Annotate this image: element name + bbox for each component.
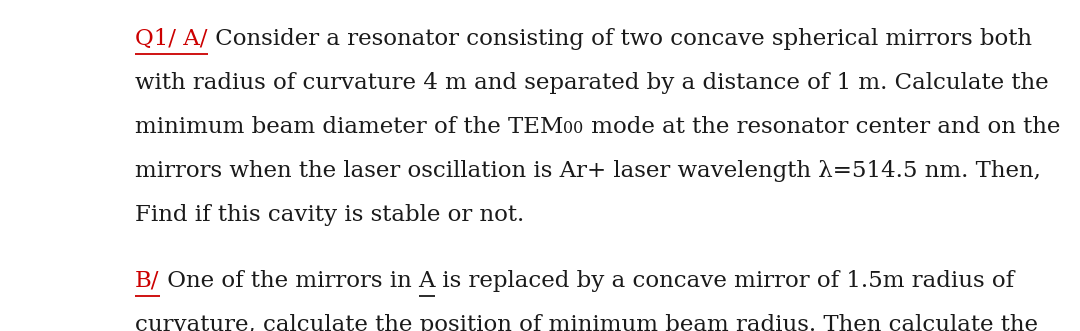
Text: 00: 00 [564,120,583,137]
Text: One of the mirrors in: One of the mirrors in [160,270,419,292]
Text: mode at the resonator center and on the: mode at the resonator center and on the [583,116,1059,138]
Text: mirrors when the laser oscillation is Ar+ laser wavelength λ=514.5 nm. Then,: mirrors when the laser oscillation is Ar… [135,160,1041,182]
Text: Find if this cavity is stable or not.: Find if this cavity is stable or not. [135,204,524,226]
Text: A: A [419,270,435,292]
Text: curvature, calculate the position of minimum beam radius. Then calculate the: curvature, calculate the position of min… [135,314,1038,331]
Text: with radius of curvature 4 m and separated by a distance of 1 m. Calculate the: with radius of curvature 4 m and separat… [135,72,1049,94]
Text: minimum beam diameter of the TEM: minimum beam diameter of the TEM [135,116,564,138]
Text: B/: B/ [135,270,160,292]
Text: Consider a resonator consisting of two concave spherical mirrors both: Consider a resonator consisting of two c… [207,28,1031,50]
Text: Q1/ A/: Q1/ A/ [135,28,207,50]
Text: is replaced by a concave mirror of 1.5m radius of: is replaced by a concave mirror of 1.5m … [435,270,1014,292]
